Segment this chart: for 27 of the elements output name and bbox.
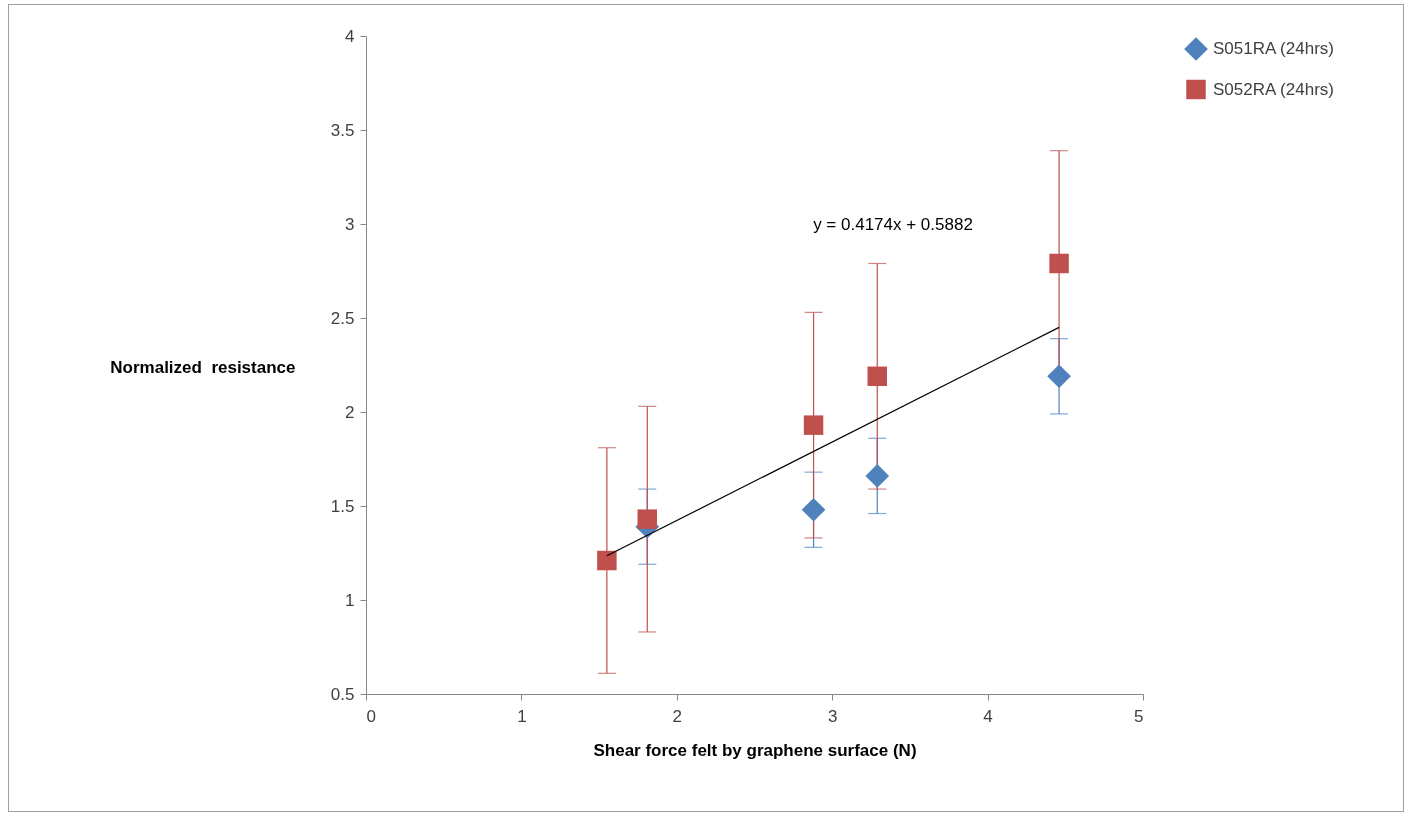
x-tick-label: 3 — [827, 706, 838, 726]
y-tick-label: 2 — [345, 402, 355, 422]
point — [637, 509, 658, 529]
legend-label: S051RA (24hrs) — [1213, 39, 1334, 58]
y-tick-label: 1.5 — [330, 496, 355, 516]
point — [867, 366, 888, 387]
point — [865, 464, 890, 488]
x-tick-label: 0 — [366, 706, 376, 726]
annotation: y = 0.4174x + 0.5882 — [813, 215, 973, 234]
x-tick-label: 4 — [983, 706, 993, 726]
point — [1049, 253, 1069, 274]
x-tick-label: 1 — [517, 706, 527, 726]
x-tick-label: 2 — [672, 706, 683, 726]
y-tick-label: 3 — [345, 214, 355, 234]
point — [803, 415, 824, 435]
y-axis-title: Normalized resistance — [110, 357, 296, 377]
x-tick-label: 5 — [1134, 706, 1144, 726]
y-tick-label: 3.5 — [330, 120, 355, 140]
legend-label: S052RA (24hrs) — [1213, 79, 1334, 99]
x-axis-title: Shear force felt by graphene surface (N) — [593, 740, 917, 760]
point — [801, 497, 826, 522]
point — [1047, 364, 1071, 389]
y-tick-label: 2.5 — [330, 308, 355, 328]
point — [597, 550, 617, 571]
y-tick-label: 1 — [345, 590, 355, 610]
y-tick-label: 4 — [345, 26, 355, 46]
y-tick-label: 0.5 — [330, 684, 355, 704]
